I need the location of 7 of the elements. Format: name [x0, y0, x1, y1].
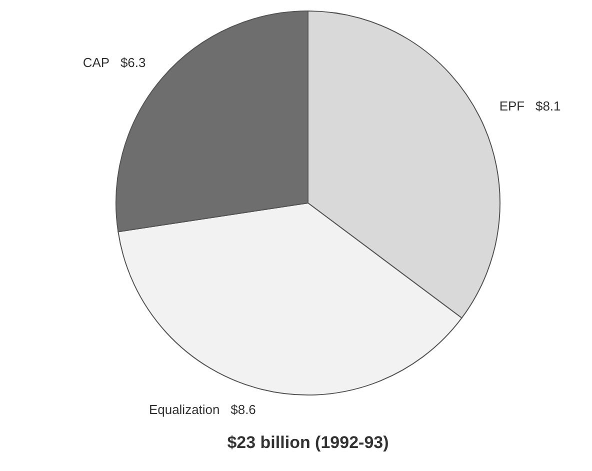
data-label: $8.6 [230, 402, 256, 417]
data-label: $6.3 [120, 54, 146, 70]
text: $23 billion (1992-93) [227, 433, 389, 452]
slice-label: Equalization [148, 402, 220, 417]
slice-label: EPF [499, 98, 525, 114]
data-label: $8.1 [535, 98, 561, 114]
slice-label: CAP [82, 54, 110, 70]
